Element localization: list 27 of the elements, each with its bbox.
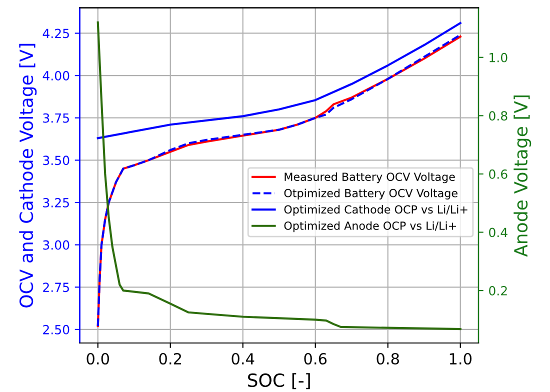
y-tick-label: 3.75 — [43, 113, 69, 123]
y-tick-label: 3.00 — [43, 240, 70, 250]
y-tick-label: 4.00 — [42, 71, 70, 80]
y2-axis-title: Anode Voltage [V] — [514, 95, 532, 257]
y2-tick-label: 0.8 — [489, 111, 508, 121]
y-axis-title: OCV and Cathode Voltage [V] — [19, 44, 37, 308]
y-tick-label: 4.25 — [42, 28, 69, 38]
y-tick-label: 2.75 — [43, 282, 69, 292]
y2-tick-label: 0.4 — [489, 228, 508, 238]
y2-tick-label: 0.2 — [489, 286, 507, 296]
y2-tick-label: 0.6 — [489, 169, 508, 179]
legend-label: Measured Battery OCV Voltage — [284, 172, 455, 184]
y-tick-label: 2.50 — [43, 324, 70, 334]
x-tick-label: 0.6 — [304, 352, 327, 365]
x-tick-label: 0.2 — [159, 352, 181, 365]
y-tick-label: 3.50 — [43, 156, 70, 166]
line-series — [96, 22, 462, 140]
legend-label: Optimized Anode OCP vs Li/Li+ — [284, 221, 456, 232]
x-axis-title: SOC [-] — [248, 373, 310, 390]
x-tick-label: 0.0 — [86, 352, 110, 365]
x-tick-label: 0.8 — [376, 352, 399, 365]
y2-tick-label: 1.0 — [490, 52, 508, 62]
legend-label: Otpimized Battery OCV Voltage — [284, 188, 458, 200]
legend-label: Optimized Cathode OCP vs Li/Li+ — [284, 205, 468, 216]
x-tick-label: 1.0 — [450, 352, 472, 365]
y-tick-label: 3.25 — [43, 198, 69, 208]
x-tick-label: 0.4 — [232, 352, 254, 365]
